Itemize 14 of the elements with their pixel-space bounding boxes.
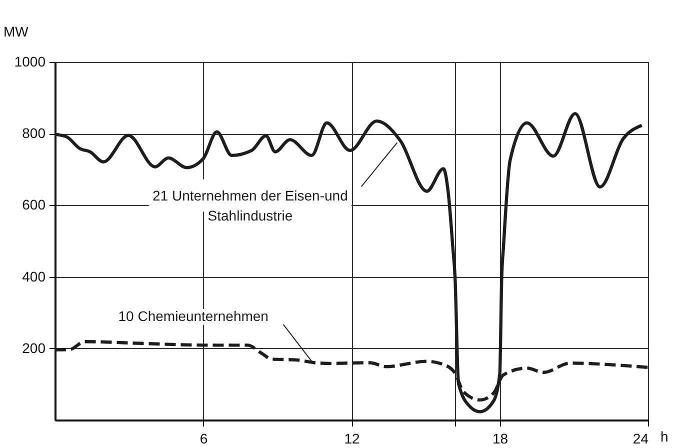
x-tick-label: 18 — [492, 430, 508, 446]
line-series — [53, 112, 644, 414]
y-axis-title: MW — [4, 24, 30, 40]
x-tick-label: 24 — [632, 430, 649, 446]
x-axis-title: h — [660, 428, 668, 444]
series-label: 21 Unternehmen der Eisen-und Stahlindustrie — [152, 187, 348, 224]
y-tick-label: 800 — [22, 125, 46, 142]
y-tick-label: 200 — [22, 340, 46, 356]
x-tick-label: 12 — [344, 430, 360, 446]
series-label: 10 Chemieunternehmen — [118, 308, 268, 324]
y-tick-label: 1000 — [14, 54, 46, 70]
x-tick-label: 6 — [200, 430, 208, 446]
y-tick-label: 400 — [22, 268, 46, 284]
y-tick-label: 600 — [22, 196, 46, 213]
